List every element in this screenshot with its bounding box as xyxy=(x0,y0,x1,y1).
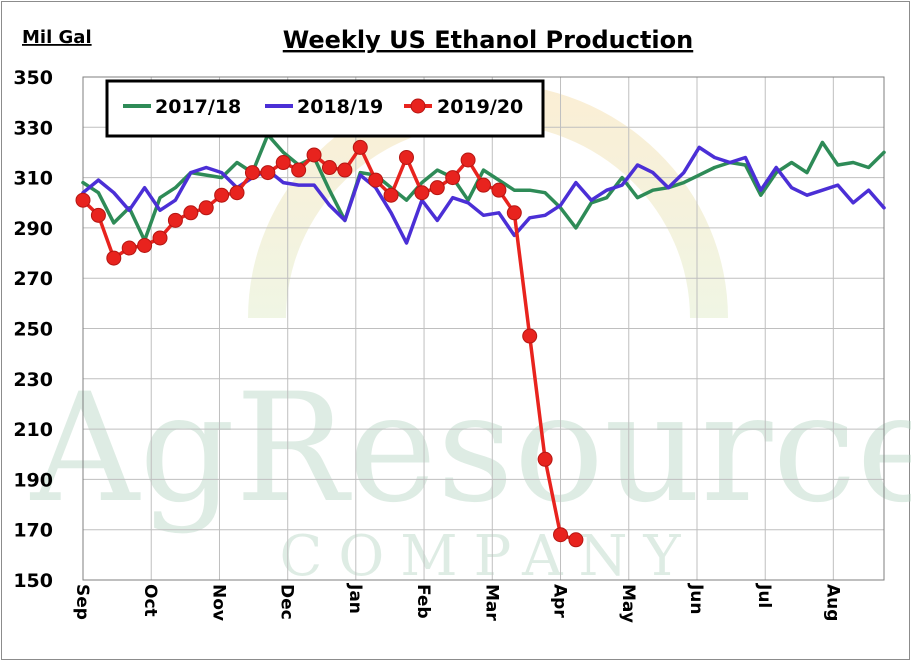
x-tick-label: Feb xyxy=(413,584,433,619)
x-tick-label: May xyxy=(618,584,638,623)
data-point-2019-20 xyxy=(244,165,260,181)
x-tick-label: Jun xyxy=(686,583,706,615)
x-tick-label: Dec xyxy=(277,584,297,620)
agresource-watermark-logo: AgResource COMPANY xyxy=(30,83,911,589)
y-tick-label: 170 xyxy=(13,520,53,542)
data-point-2019-20 xyxy=(460,152,476,168)
x-tick-label: Oct xyxy=(140,584,160,617)
data-point-2019-20 xyxy=(414,185,430,201)
data-point-2019-20 xyxy=(522,328,538,344)
data-point-2019-20 xyxy=(306,147,322,163)
data-point-2019-20 xyxy=(137,238,153,254)
data-point-2019-20 xyxy=(90,207,106,223)
x-tick-label: Jul xyxy=(754,583,774,608)
data-point-2019-20 xyxy=(121,240,137,256)
data-point-2019-20 xyxy=(229,185,245,201)
data-point-2019-20 xyxy=(553,527,569,543)
data-point-2019-20 xyxy=(352,139,368,155)
data-point-2019-20 xyxy=(275,155,291,171)
x-tick-label: Mar xyxy=(481,584,501,621)
legend-label-2018-19: 2018/19 xyxy=(297,96,383,118)
legend-label-2019-20: 2019/20 xyxy=(437,96,523,118)
data-point-2019-20 xyxy=(491,182,507,198)
x-tick-label: Nov xyxy=(208,584,228,621)
data-point-2019-20 xyxy=(476,177,491,193)
data-point-2019-20 xyxy=(291,162,307,178)
data-point-2019-20 xyxy=(167,212,183,228)
data-point-2019-20 xyxy=(368,172,384,188)
legend-box xyxy=(105,79,545,138)
data-point-2019-20 xyxy=(260,165,276,181)
data-point-2019-20 xyxy=(398,149,414,165)
y-tick-label: 290 xyxy=(13,218,53,240)
x-tick-label: Apr xyxy=(550,584,570,618)
watermark-sun-arc xyxy=(248,83,728,318)
chart-title: Weekly US Ethanol Production xyxy=(283,26,693,54)
data-point-2019-20 xyxy=(152,230,168,246)
y-tick-label: 190 xyxy=(13,469,53,491)
data-point-2019-20 xyxy=(429,180,445,196)
data-point-2019-20 xyxy=(214,187,230,203)
data-point-2019-20 xyxy=(198,200,214,216)
data-point-2019-20 xyxy=(321,160,337,176)
y-axis-unit-label: Mil Gal xyxy=(22,27,92,48)
plot-area xyxy=(82,76,885,581)
x-axis: Sep Oct Nov Dec Jan Feb Mar Apr May Jun Jul Aug xyxy=(72,583,842,623)
legend-label-2017-18: 2017/18 xyxy=(155,96,241,118)
data-point-2019-20 xyxy=(183,205,199,221)
data-point-2019-20 xyxy=(506,205,522,221)
y-axis: 150 170 190 210 230 250 270 290 310 330 350 xyxy=(13,67,53,592)
data-point-2019-20 xyxy=(445,170,461,186)
x-tick-label: Jan xyxy=(345,583,365,614)
data-point-2019-20 xyxy=(568,532,584,548)
watermark-subtext: COMPANY xyxy=(279,524,696,589)
x-tick-label: Aug xyxy=(822,584,842,621)
data-point-2019-20 xyxy=(383,187,399,203)
y-tick-label: 310 xyxy=(13,168,53,190)
data-point-2019-20 xyxy=(75,192,91,208)
series-line-2017-18 xyxy=(81,133,886,243)
y-tick-label: 250 xyxy=(13,319,53,341)
y-tick-label: 210 xyxy=(13,419,53,441)
y-tick-label: 150 xyxy=(13,570,53,592)
data-point-2019-20 xyxy=(106,250,122,266)
watermark-text: AgResource xyxy=(30,362,911,536)
y-tick-label: 350 xyxy=(13,67,53,89)
data-point-2019-20 xyxy=(337,162,353,178)
x-tick-label: Sep xyxy=(72,584,92,620)
legend: 2017/18 2018/19 2019/20 xyxy=(105,79,545,138)
series-line-2018-19 xyxy=(81,145,886,245)
y-tick-label: 330 xyxy=(13,117,53,139)
legend-marker-2019-20 xyxy=(410,98,426,114)
y-tick-label: 230 xyxy=(13,369,53,391)
data-series xyxy=(75,133,886,548)
y-tick-label: 270 xyxy=(13,268,53,290)
data-point-2019-20 xyxy=(537,451,553,467)
